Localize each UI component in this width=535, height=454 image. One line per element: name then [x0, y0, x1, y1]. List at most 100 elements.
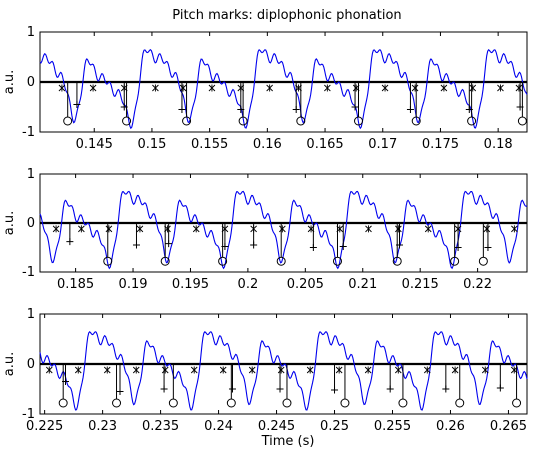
x-axis-label: Time (s) [261, 434, 315, 449]
y-tick-label: 0 [27, 75, 35, 90]
star-mark [208, 84, 216, 92]
signal-line [39, 48, 528, 130]
plus-mark [454, 244, 462, 251]
plus-mark [292, 106, 300, 113]
star-mark [515, 84, 523, 92]
plus-mark [250, 241, 258, 249]
x-tick-label: 0.265 [490, 419, 527, 434]
star-mark [424, 225, 432, 233]
y-tick-label: 0 [27, 357, 35, 372]
y-tick-label: 1 [27, 167, 35, 182]
star-mark [266, 84, 273, 92]
y-axis-label: a.u. [2, 211, 17, 235]
star-mark [511, 225, 518, 233]
star-mark [74, 366, 82, 374]
circle-mark [450, 256, 460, 266]
star-mark [277, 366, 285, 374]
circle-mark [160, 256, 170, 266]
star-mark [248, 366, 256, 374]
star-mark [381, 84, 389, 92]
y-axis-label: a.u. [2, 352, 17, 376]
x-tick-label: 0.175 [422, 137, 459, 152]
plus-mark [309, 244, 317, 251]
circle-mark [332, 256, 342, 266]
star-mark [481, 366, 489, 374]
circle-mark [398, 398, 408, 408]
x-tick-label: 0.16 [253, 137, 282, 152]
star-mark [411, 84, 419, 92]
panel-3: a.u. -1 0 1 0.225 0.23 0.235 0.24 0.245 0.25 0.255… [2, 307, 528, 434]
circle-mark [63, 116, 73, 126]
y-tick-label: 0 [27, 216, 35, 231]
x-tick-label: 0.215 [402, 277, 439, 292]
y-tick-label: -1 [22, 125, 35, 140]
star-mark [179, 84, 187, 92]
plus-mark [496, 384, 504, 392]
circle-mark [226, 398, 236, 408]
y-tick-label: -1 [22, 265, 35, 280]
circle-mark [517, 116, 527, 126]
plus-mark [406, 106, 414, 113]
circle-mark [238, 116, 248, 126]
x-tick-label: 0.155 [191, 137, 228, 152]
x-tick-label: 0.19 [119, 277, 148, 292]
panels-group: a.u. -1 0 1 0.145 0.15 0.155 0.16 0.165 0.17 0.175… [2, 25, 528, 434]
star-mark [136, 225, 144, 233]
star-mark [52, 225, 60, 233]
plus-mark [276, 385, 284, 393]
plus-mark [484, 244, 492, 251]
plus-mark [116, 388, 124, 395]
star-mark [365, 225, 372, 233]
star-mark [483, 225, 491, 233]
circle-mark [392, 256, 402, 266]
plus-mark [73, 101, 81, 108]
plus-mark [386, 385, 394, 393]
x-tick-label: 0.24 [204, 419, 233, 434]
star-mark [161, 366, 169, 374]
plus-mark [66, 238, 74, 246]
x-tick-label: 0.165 [306, 137, 343, 152]
plus-mark [160, 385, 168, 393]
circle-mark [354, 116, 364, 126]
star-mark [103, 366, 111, 374]
star-mark [152, 84, 159, 92]
y-tick-label: 1 [27, 25, 35, 40]
y-axis-label: a.u. [2, 70, 17, 94]
signal-line [39, 331, 528, 411]
circle-mark [411, 116, 421, 126]
plus-mark [132, 241, 140, 249]
star-mark [190, 366, 198, 374]
star-mark [324, 84, 331, 92]
star-mark [105, 225, 113, 233]
star-mark [45, 366, 53, 374]
x-tick-label: 0.195 [172, 277, 209, 292]
star-mark [78, 225, 85, 233]
y-tick-label: -1 [22, 407, 35, 422]
x-tick-label: 0.225 [26, 419, 63, 434]
star-mark [306, 366, 314, 374]
circle-mark [467, 116, 477, 126]
star-mark [132, 366, 140, 374]
panel-2: a.u. -1 0 1 0.185 0.19 0.195 0.2 0.205 0.21 0.215 0… [2, 167, 528, 292]
figure-title: Pitch marks: diplophonic phonation [172, 8, 401, 23]
star-mark [335, 366, 343, 374]
circle-mark [478, 256, 488, 266]
x-tick-label: 0.17 [368, 137, 397, 152]
x-tick-label: 0.205 [287, 277, 324, 292]
circle-mark [122, 116, 132, 126]
star-mark [451, 366, 459, 374]
star-mark [440, 84, 448, 92]
x-tick-label: 0.21 [348, 277, 377, 292]
panel-1: a.u. -1 0 1 0.145 0.15 0.155 0.16 0.165 0.17 0.175… [2, 25, 528, 152]
plus-mark [165, 240, 173, 248]
circle-mark [182, 116, 192, 126]
x-tick-label: 0.22 [463, 277, 492, 292]
circle-mark [218, 256, 228, 266]
star-mark [497, 84, 504, 92]
x-tick-label: 0.255 [374, 419, 411, 434]
x-tick-label: 0.25 [320, 419, 349, 434]
star-mark [423, 366, 431, 374]
plus-mark [339, 243, 347, 251]
circle-mark [455, 398, 465, 408]
